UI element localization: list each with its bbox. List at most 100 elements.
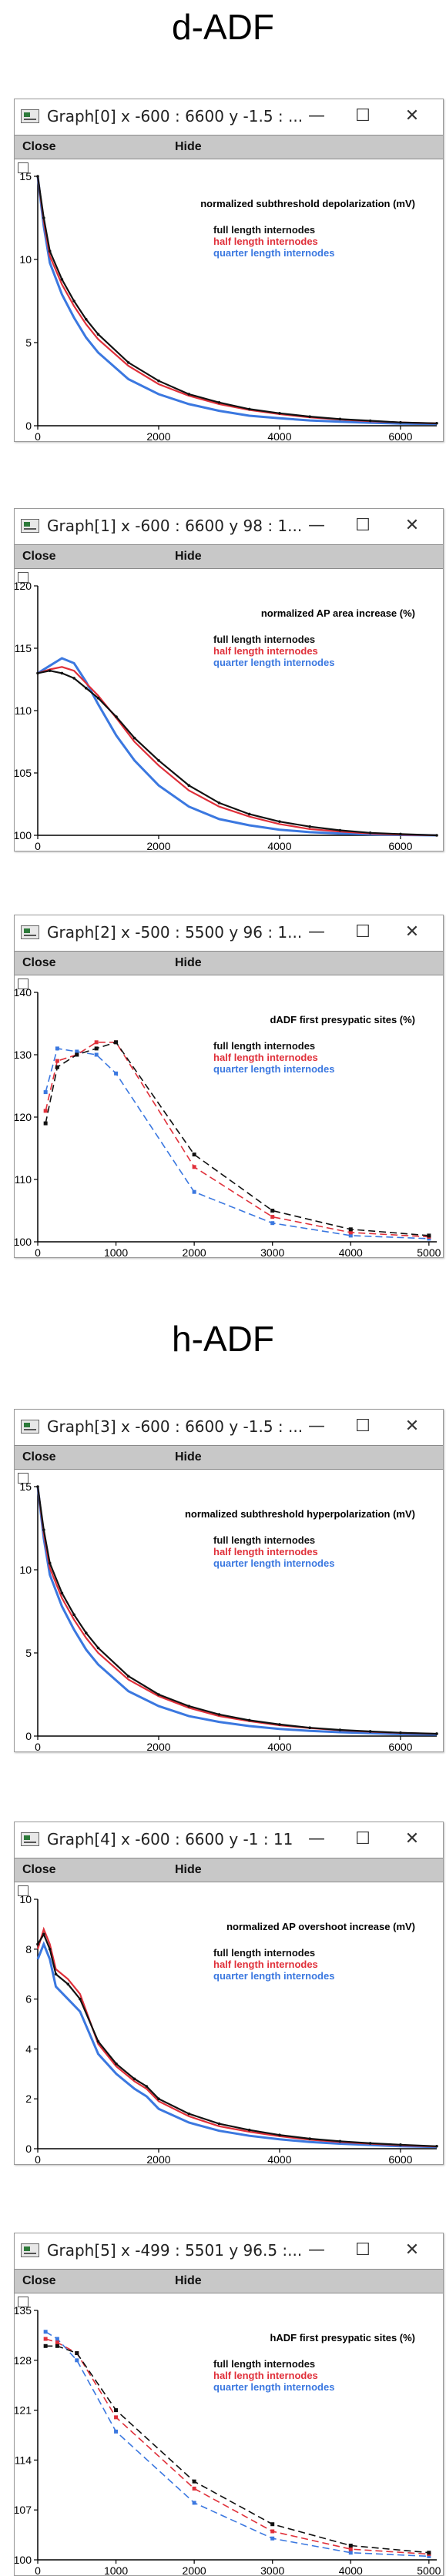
data-point	[399, 1731, 402, 1735]
plot-checkbox[interactable]	[18, 979, 29, 989]
data-point	[72, 677, 75, 680]
minimize-button[interactable]: —	[308, 106, 325, 125]
close-menu-button[interactable]: Close	[22, 2274, 56, 2287]
close-window-button[interactable]: ✕	[404, 1417, 420, 1436]
plot-checkbox[interactable]	[18, 572, 29, 583]
window-titlebar[interactable]: Graph[4] x -600 : 6600 y -1 : 11 — ☐ ✕	[15, 1822, 443, 1858]
x-tick-label: 4000	[267, 2153, 291, 2164]
graph-app-icon	[21, 925, 39, 939]
close-menu-button[interactable]: Close	[22, 956, 56, 969]
maximize-button[interactable]: ☐	[355, 1829, 371, 1848]
maximize-button[interactable]: ☐	[355, 106, 371, 125]
close-window-button[interactable]: ✕	[404, 516, 420, 535]
plot-checkbox[interactable]	[18, 2297, 29, 2307]
close-menu-button[interactable]: Close	[22, 1450, 56, 1464]
data-point	[399, 2143, 402, 2146]
legend-quarter: quarter length internodes	[213, 1557, 334, 1569]
data-point	[43, 2337, 48, 2341]
maximize-button[interactable]: ☐	[355, 922, 371, 942]
y-tick-label: 0	[25, 2143, 32, 2155]
minimize-button[interactable]: —	[308, 1417, 325, 1436]
plot-checkbox[interactable]	[18, 1885, 29, 1896]
x-tick-label: 5000	[417, 2564, 441, 2575]
data-point	[48, 1948, 52, 1951]
hide-menu-button[interactable]: Hide	[175, 956, 202, 969]
window-titlebar[interactable]: Graph[3] x -600 : 6600 y -1.5 : ... — ☐ ✕	[15, 1410, 443, 1445]
graph-app-icon	[21, 109, 39, 123]
data-point	[427, 2551, 431, 2555]
window-titlebar[interactable]: Graph[1] x -600 : 6600 y 98 : 1... — ☐ ✕	[15, 509, 443, 544]
x-tick-label: 4000	[267, 1741, 291, 1751]
close-window-button[interactable]: ✕	[404, 106, 420, 125]
data-point	[157, 1693, 160, 1696]
data-point	[338, 2139, 342, 2143]
data-point	[96, 2039, 100, 2043]
close-menu-button[interactable]: Close	[22, 550, 56, 563]
data-point	[217, 400, 221, 404]
minimize-button[interactable]: —	[308, 1829, 325, 1848]
close-menu-button[interactable]: Close	[22, 140, 56, 153]
y-tick-label: 5	[25, 1647, 32, 1659]
series-line-full	[36, 1486, 438, 1735]
data-point	[187, 2112, 191, 2116]
data-point	[114, 2408, 119, 2413]
data-point	[36, 175, 39, 178]
window-titlebar[interactable]: Graph[2] x -500 : 5500 y 96 : 1... — ☐ ✕	[15, 915, 443, 951]
hide-menu-button[interactable]: Hide	[175, 140, 202, 153]
data-point	[435, 1732, 438, 1735]
data-point	[270, 2529, 275, 2534]
hide-menu-button[interactable]: Hide	[175, 1450, 202, 1464]
series-line-quarter	[37, 657, 438, 837]
legend-quarter: quarter length internodes	[213, 1970, 334, 1982]
close-window-button[interactable]: ✕	[404, 2240, 420, 2260]
data-point	[308, 1726, 311, 1729]
data-point	[338, 828, 342, 832]
legend-quarter: quarter length internodes	[213, 2381, 334, 2393]
menu-bar: Close Hide	[15, 135, 443, 159]
maximize-button[interactable]: ☐	[355, 516, 371, 535]
data-point	[247, 407, 251, 411]
x-tick-label: 3000	[260, 2564, 284, 2575]
y-tick-label: 0	[25, 1730, 32, 1742]
series-line-quarter	[36, 1941, 438, 2149]
data-point	[348, 2547, 353, 2551]
data-point	[247, 2128, 251, 2132]
minimize-button[interactable]: —	[308, 2240, 325, 2260]
x-tick-label: 3000	[260, 1246, 284, 1257]
data-point	[338, 417, 342, 421]
legend-half: half length internodes	[213, 236, 318, 247]
y-tick-label: 115	[15, 642, 32, 654]
hide-menu-button[interactable]: Hide	[175, 1863, 202, 1876]
hide-menu-button[interactable]: Hide	[175, 2274, 202, 2287]
close-menu-button[interactable]: Close	[22, 1863, 56, 1876]
data-point	[48, 1561, 52, 1565]
close-window-button[interactable]: ✕	[404, 1829, 420, 1848]
legend-half: half length internodes	[213, 1959, 318, 1970]
y-tick-label: 105	[15, 767, 32, 779]
plot-checkbox[interactable]	[18, 1473, 29, 1484]
maximize-button[interactable]: ☐	[355, 1417, 371, 1436]
legend-half: half length internodes	[213, 2370, 318, 2381]
window-titlebar[interactable]: Graph[5] x -499 : 5501 y 96.5 :... — ☐ ✕	[15, 2233, 443, 2269]
window-titlebar[interactable]: Graph[0] x -600 : 6600 y -1.5 : ... — ☐ ✕	[15, 99, 443, 135]
x-tick-label: 6000	[388, 430, 412, 441]
data-point	[75, 2358, 79, 2363]
y-tick-label: 110	[15, 1173, 32, 1186]
section-heading-hadf: h-ADF	[172, 1319, 274, 1359]
data-point	[114, 2429, 119, 2434]
plot-checkbox[interactable]	[18, 162, 29, 173]
data-point	[126, 1674, 130, 1678]
data-point	[368, 2142, 372, 2145]
window-title: Graph[4] x -600 : 6600 y -1 : 11	[47, 1830, 293, 1848]
minimize-button[interactable]: —	[308, 922, 325, 942]
maximize-button[interactable]: ☐	[355, 2240, 371, 2260]
x-tick-label: 4000	[267, 840, 291, 851]
close-window-button[interactable]: ✕	[404, 922, 420, 942]
hide-menu-button[interactable]: Hide	[175, 550, 202, 563]
data-point	[157, 379, 160, 383]
minimize-button[interactable]: —	[308, 516, 325, 535]
data-point	[115, 2062, 118, 2066]
y-tick-label: 6	[25, 1993, 32, 2006]
chart-title: normalized subthreshold hyperpolarizatio…	[185, 1508, 415, 1520]
data-point	[94, 1040, 99, 1045]
